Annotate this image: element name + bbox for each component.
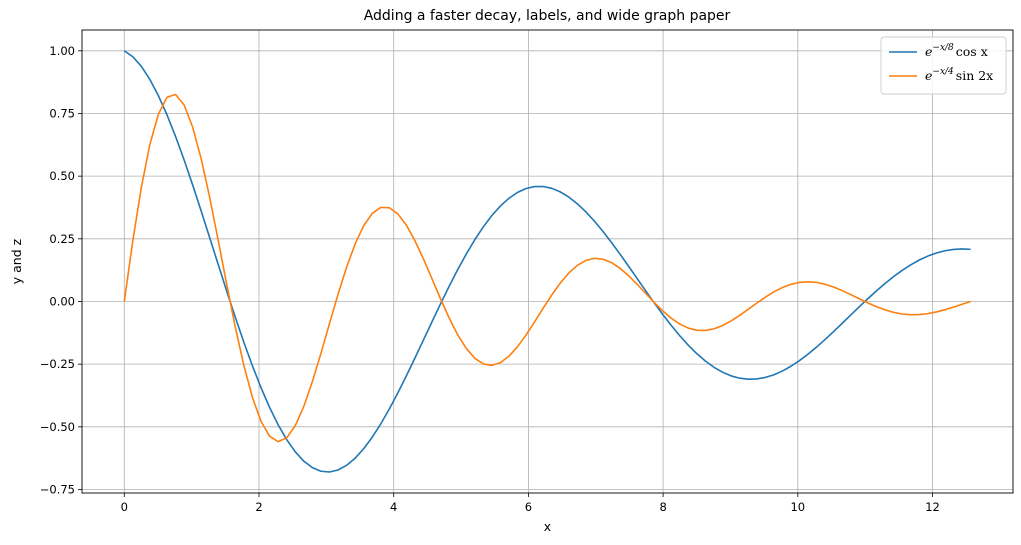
y-tick-label: 1.00	[49, 44, 75, 58]
series-layer	[123, 50, 971, 473]
x-axis-ticks: 0 2 4 6 8 10 12	[121, 493, 940, 514]
legend-label-2: e−x/4 sin 2x	[925, 67, 993, 83]
x-tick-label: 6	[525, 500, 532, 514]
y-tick-label: −0.25	[40, 357, 75, 371]
grid	[82, 30, 1013, 493]
x-axis-label: x	[544, 519, 551, 534]
legend: e−x/8 cos x e−x/4 sin 2x	[880, 36, 1007, 95]
y-axis-label: y and z	[9, 238, 24, 284]
series-line-1	[123, 50, 971, 473]
x-tick-label: 8	[659, 500, 666, 514]
legend-label-1: e−x/8 cos x	[925, 43, 988, 59]
x-tick-label: 0	[121, 500, 128, 514]
x-tick-label: 4	[390, 500, 397, 514]
y-tick-label: 0.75	[49, 106, 75, 120]
x-tick-label: 10	[790, 500, 805, 514]
x-tick-label: 12	[925, 500, 940, 514]
series-line-2	[123, 93, 971, 443]
plot-frame	[81, 29, 1014, 494]
y-tick-label: 0.50	[49, 169, 75, 183]
y-axis-ticks: −0.75 −0.50 −0.25 0.00 0.25 0.50 0.75 1.00	[40, 44, 82, 496]
y-tick-label: −0.75	[40, 482, 75, 496]
x-tick-label: 2	[255, 500, 262, 514]
y-tick-label: −0.50	[40, 420, 75, 434]
y-tick-label: 0.25	[49, 232, 75, 246]
y-tick-label: 0.00	[49, 294, 75, 308]
chart-title: Adding a faster decay, labels, and wide …	[364, 8, 731, 24]
